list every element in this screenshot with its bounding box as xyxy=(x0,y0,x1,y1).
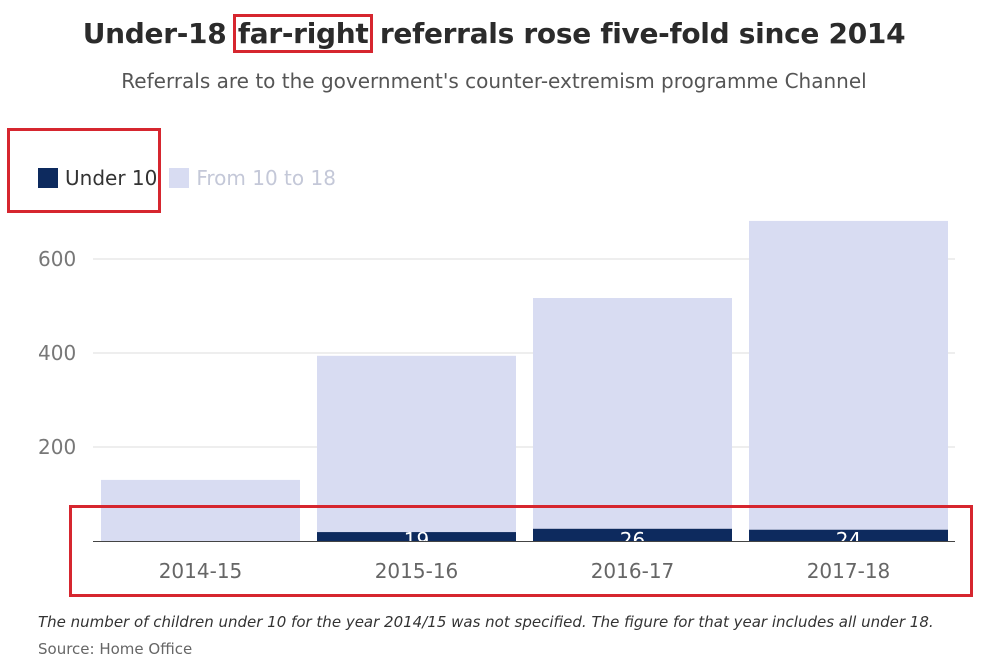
title-suffix: referrals rose five-fold since 2014 xyxy=(370,17,906,50)
bar-from-10-to-18-2016-17 xyxy=(533,298,732,529)
y-tick-label: 200 xyxy=(38,435,76,459)
y-tick-label: 400 xyxy=(38,341,76,365)
legend-item-under-10: Under 10 xyxy=(38,166,157,190)
y-tick-label: 600 xyxy=(38,247,76,271)
footnote: The number of children under 10 for the … xyxy=(38,613,934,631)
legend: Under 10 From 10 to 18 xyxy=(38,165,348,191)
chart-title: Under-18 far-right referrals rose five-f… xyxy=(0,14,988,53)
x-tick-label: 2017-18 xyxy=(807,559,891,583)
source-note: Source: Home Office xyxy=(38,640,193,658)
bar-under-10-2016-17 xyxy=(533,528,732,541)
data-label-2017-18: 24 xyxy=(836,528,861,552)
title-prefix: Under-18 xyxy=(82,17,236,50)
bar-under-10-2017-18 xyxy=(749,529,948,541)
axis-highlight-box xyxy=(69,505,973,597)
legend-swatch-under-10 xyxy=(38,168,58,188)
bar-under-10-2015-16 xyxy=(317,532,516,541)
x-tick-label: 2014-15 xyxy=(159,559,243,583)
chart-subtitle: Referrals are to the government's counte… xyxy=(121,69,867,93)
legend-label-under-10: Under 10 xyxy=(65,166,158,190)
data-label-2015-16: 19 xyxy=(404,528,429,552)
legend-label-from-10-to-18: From 10 to 18 xyxy=(196,166,336,190)
legend-highlight-box xyxy=(7,128,161,213)
title-highlight: far-right xyxy=(232,14,374,53)
data-label-2016-17: 26 xyxy=(620,528,645,552)
bar-from-10-to-18-2017-18 xyxy=(749,220,948,530)
bar-from-10-to-18-2015-16 xyxy=(317,355,516,533)
x-tick-label: 2016-17 xyxy=(591,559,675,583)
bar-from-10-to-18-2014-15 xyxy=(101,479,300,541)
x-tick-label: 2015-16 xyxy=(375,559,459,583)
legend-item-from-10-to-18: From 10 to 18 xyxy=(169,166,336,190)
legend-swatch-from-10-to-18 xyxy=(169,168,190,188)
